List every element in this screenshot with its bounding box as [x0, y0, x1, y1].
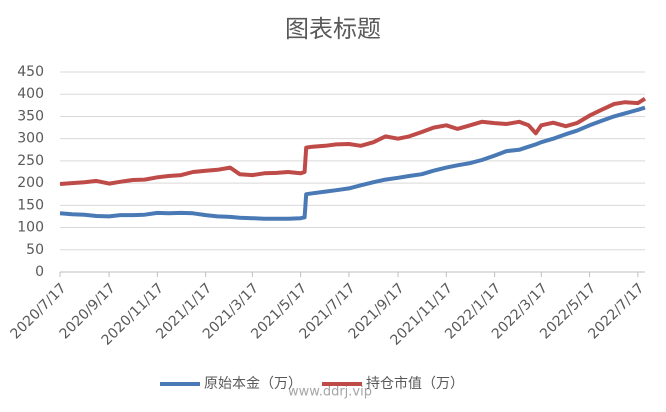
y-tick-label: 250: [17, 153, 44, 169]
line-series: [59, 96, 647, 186]
watermark: www.ddrj.vip: [288, 385, 372, 400]
legend-label: 原始本金（万）: [204, 376, 302, 392]
y-tick-label: 300: [17, 131, 44, 147]
y-tick-label: 400: [17, 86, 44, 102]
chart-title: 图表标题: [285, 15, 381, 43]
legend-label: 持仓市值（万）: [366, 375, 464, 392]
y-tick-label: 350: [17, 108, 44, 124]
line-series: [59, 105, 646, 221]
y-tick-label: 150: [17, 197, 44, 213]
y-tick-label: 50: [26, 242, 44, 258]
y-tick-label: 100: [17, 220, 44, 236]
y-tick-label: 0: [35, 264, 44, 280]
y-tick-label: 200: [17, 175, 44, 191]
y-tick-label: 450: [17, 64, 44, 80]
